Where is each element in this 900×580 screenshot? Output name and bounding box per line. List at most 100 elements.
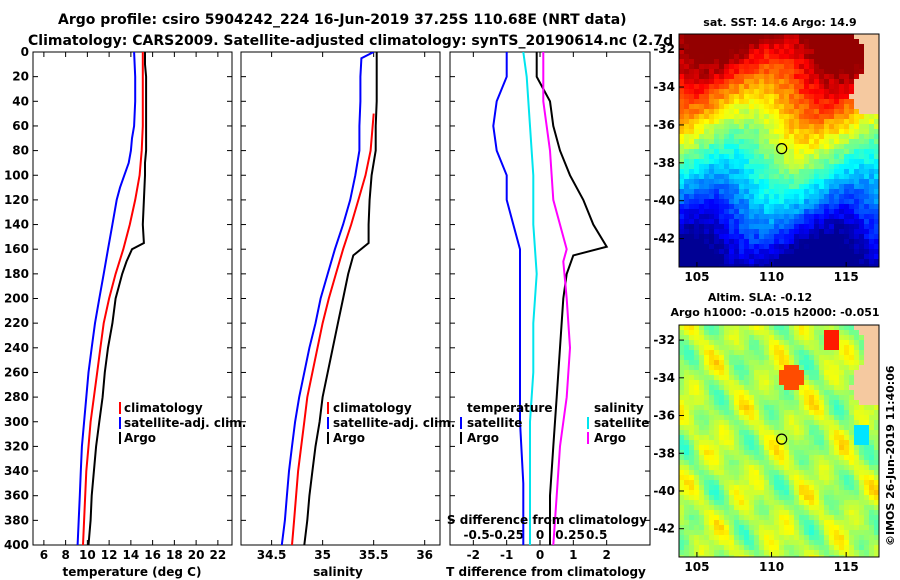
map-cell bbox=[694, 370, 700, 376]
map-cell bbox=[844, 445, 850, 451]
map-cell bbox=[839, 229, 845, 235]
map-cell bbox=[699, 114, 705, 120]
map-cell bbox=[739, 244, 745, 250]
series-line-satellite-adj-clim- bbox=[280, 52, 375, 545]
map-cell bbox=[829, 410, 835, 416]
map-cell bbox=[844, 510, 850, 516]
map-cell bbox=[684, 199, 690, 205]
map-cell bbox=[824, 400, 830, 406]
map-cell bbox=[684, 39, 690, 45]
map-cell bbox=[699, 54, 705, 60]
map-cell bbox=[679, 405, 685, 411]
map-cell bbox=[744, 119, 750, 125]
map-cell bbox=[859, 109, 865, 115]
map-cell bbox=[859, 355, 865, 361]
map-cell bbox=[829, 229, 835, 235]
map-cell bbox=[829, 370, 835, 376]
map-cell bbox=[809, 515, 815, 521]
map-cell bbox=[719, 179, 725, 185]
map-cell bbox=[864, 249, 870, 255]
map-cell bbox=[874, 555, 879, 557]
map-cell bbox=[724, 254, 730, 260]
map-cell bbox=[859, 525, 865, 531]
map-cell bbox=[749, 49, 755, 55]
map-cell bbox=[849, 44, 855, 50]
map-cell bbox=[799, 189, 805, 195]
map-cell bbox=[684, 530, 690, 536]
map-cell bbox=[854, 114, 860, 120]
map-cell bbox=[694, 510, 700, 516]
map-cell bbox=[854, 380, 860, 386]
map-cell bbox=[869, 450, 875, 456]
map-cell bbox=[684, 129, 690, 135]
map-cell bbox=[724, 495, 730, 501]
map-cell bbox=[839, 325, 845, 331]
map-cell bbox=[749, 149, 755, 155]
map-cell bbox=[854, 174, 860, 180]
map-cell bbox=[704, 375, 710, 381]
map-cell bbox=[764, 79, 770, 85]
s-diff-tick-label: -0.25 bbox=[489, 528, 524, 542]
map-cell bbox=[799, 234, 805, 240]
map-cell bbox=[769, 139, 775, 145]
map-cell bbox=[789, 475, 795, 481]
map-cell bbox=[759, 495, 765, 501]
map-cell bbox=[819, 360, 825, 366]
map-cell bbox=[774, 139, 780, 145]
map-cell bbox=[764, 530, 770, 536]
map-cell bbox=[699, 244, 705, 250]
map-cell bbox=[699, 229, 705, 235]
map-cell bbox=[679, 119, 685, 125]
map-cell bbox=[699, 169, 705, 175]
map-cell bbox=[829, 525, 835, 531]
map-cell bbox=[694, 54, 700, 60]
map-cell bbox=[839, 470, 845, 476]
map-cell bbox=[759, 94, 765, 100]
map-cell bbox=[704, 465, 710, 471]
map-cell bbox=[814, 154, 820, 160]
map-cell bbox=[839, 370, 845, 376]
map-cell bbox=[814, 340, 820, 346]
map-cell bbox=[749, 385, 755, 391]
x-tick-label: 16 bbox=[144, 548, 161, 562]
map-cell bbox=[874, 224, 879, 230]
map-cell bbox=[839, 199, 845, 205]
map-cell bbox=[759, 455, 765, 461]
map-cell bbox=[799, 490, 805, 496]
map-cell bbox=[729, 119, 735, 125]
map-cell bbox=[864, 104, 870, 110]
map-cell bbox=[704, 259, 710, 265]
x-tick-label: 12 bbox=[101, 548, 118, 562]
s-diff-tick-label: 0.5 bbox=[586, 528, 607, 542]
map-cell bbox=[814, 129, 820, 135]
map-cell bbox=[824, 435, 830, 441]
map-cell bbox=[699, 445, 705, 451]
map-cell bbox=[689, 214, 695, 220]
map-cell bbox=[839, 264, 845, 267]
map-cell bbox=[694, 495, 700, 501]
map-cell bbox=[734, 189, 740, 195]
map-cell bbox=[839, 39, 845, 45]
map-cell bbox=[834, 365, 840, 371]
map-cell bbox=[709, 550, 715, 556]
map-cell bbox=[844, 455, 850, 461]
map-cell bbox=[709, 199, 715, 205]
map-cell bbox=[824, 89, 830, 95]
map-cell bbox=[814, 415, 820, 421]
map-cell bbox=[809, 104, 815, 110]
map-cell bbox=[764, 395, 770, 401]
map-cell bbox=[779, 234, 785, 240]
map-cell bbox=[839, 525, 845, 531]
map-cell bbox=[859, 550, 865, 556]
map-cell bbox=[679, 550, 685, 556]
map-cell bbox=[744, 345, 750, 351]
map-cell bbox=[719, 375, 725, 381]
map-cell bbox=[724, 355, 730, 361]
map-cell bbox=[759, 244, 765, 250]
map-cell bbox=[809, 455, 815, 461]
map-cell bbox=[834, 214, 840, 220]
map-cell bbox=[709, 375, 715, 381]
map-cell bbox=[724, 139, 730, 145]
map-cell bbox=[704, 39, 710, 45]
map-cell bbox=[754, 214, 760, 220]
